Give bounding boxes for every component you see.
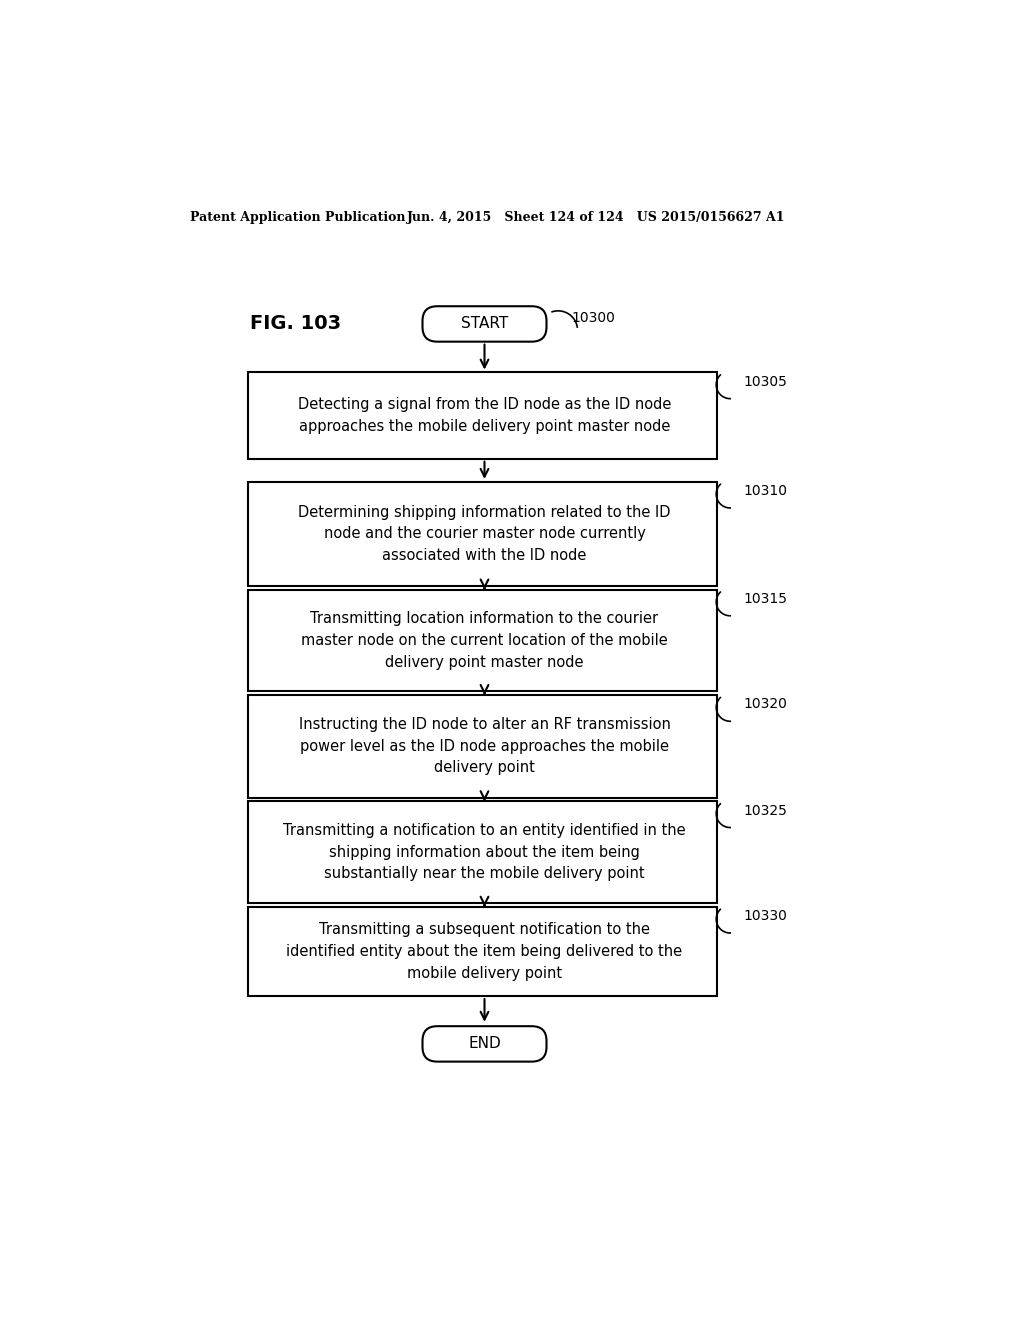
Text: END: END (468, 1036, 501, 1052)
Text: Determining shipping information related to the ID
node and the courier master n: Determining shipping information related… (298, 504, 671, 562)
Text: Patent Application Publication: Patent Application Publication (190, 211, 406, 224)
Text: FIG. 103: FIG. 103 (251, 314, 342, 334)
FancyBboxPatch shape (423, 1026, 547, 1061)
Text: 10325: 10325 (743, 804, 787, 817)
Bar (248, 372, 717, 459)
Text: 10305: 10305 (743, 375, 787, 389)
Text: Transmitting a subsequent notification to the
identified entity about the item b: Transmitting a subsequent notification t… (287, 923, 683, 981)
Bar (248, 907, 717, 997)
Text: START: START (461, 317, 508, 331)
Text: Transmitting a notification to an entity identified in the
shipping information : Transmitting a notification to an entity… (284, 824, 686, 882)
Bar (248, 482, 717, 586)
Text: Instructing the ID node to alter an RF transmission
power level as the ID node a: Instructing the ID node to alter an RF t… (299, 717, 671, 775)
FancyBboxPatch shape (423, 306, 547, 342)
Text: 10315: 10315 (743, 591, 787, 606)
Bar (248, 590, 717, 692)
Text: 10330: 10330 (743, 909, 787, 923)
Text: 10300: 10300 (571, 310, 615, 325)
Text: Jun. 4, 2015   Sheet 124 of 124   US 2015/0156627 A1: Jun. 4, 2015 Sheet 124 of 124 US 2015/01… (407, 211, 785, 224)
Text: 10320: 10320 (743, 697, 787, 711)
Bar (248, 696, 717, 797)
Text: 10310: 10310 (743, 484, 787, 498)
Bar (248, 801, 717, 903)
Text: Transmitting location information to the courier
master node on the current loca: Transmitting location information to the… (301, 611, 668, 669)
Text: Detecting a signal from the ID node as the ID node
approaches the mobile deliver: Detecting a signal from the ID node as t… (298, 397, 671, 434)
